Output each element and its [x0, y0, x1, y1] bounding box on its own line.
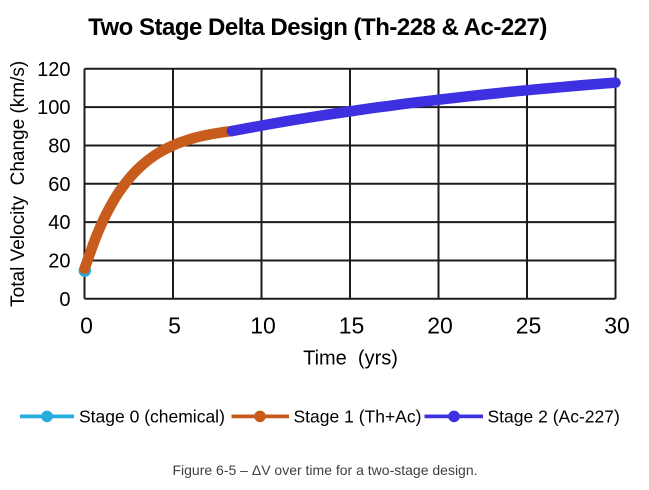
svg-text:10: 10: [250, 313, 276, 339]
svg-text:120: 120: [37, 59, 70, 81]
svg-text:20: 20: [48, 251, 70, 273]
svg-text:0: 0: [80, 313, 93, 339]
svg-text:25: 25: [516, 313, 542, 339]
svg-text:15: 15: [339, 313, 365, 339]
svg-text:100: 100: [37, 97, 70, 119]
svg-text:Stage 2 (Ac-227): Stage 2 (Ac-227): [488, 407, 620, 427]
svg-text:20: 20: [427, 313, 453, 339]
svg-text:5: 5: [168, 313, 181, 339]
svg-text:Stage 1 (Th+Ac): Stage 1 (Th+Ac): [294, 407, 422, 427]
svg-text:60: 60: [48, 174, 70, 196]
svg-text:80: 80: [48, 136, 70, 158]
svg-text:Figure 6-5 – ΔV over time for: Figure 6-5 – ΔV over time for a two-stag…: [172, 462, 477, 478]
svg-text:30: 30: [604, 313, 630, 339]
svg-text:Total Velocity Change (km/s): Total Velocity Change (km/s): [8, 61, 29, 307]
svg-text:Two Stage Delta Design (Th-228: Two Stage Delta Design (Th-228 & Ac-227): [88, 14, 547, 41]
svg-text:0: 0: [59, 289, 70, 311]
svg-text:Stage 0 (chemical): Stage 0 (chemical): [79, 407, 225, 427]
svg-text:Time (yrs): Time (yrs): [303, 348, 398, 370]
svg-text:40: 40: [48, 212, 70, 234]
